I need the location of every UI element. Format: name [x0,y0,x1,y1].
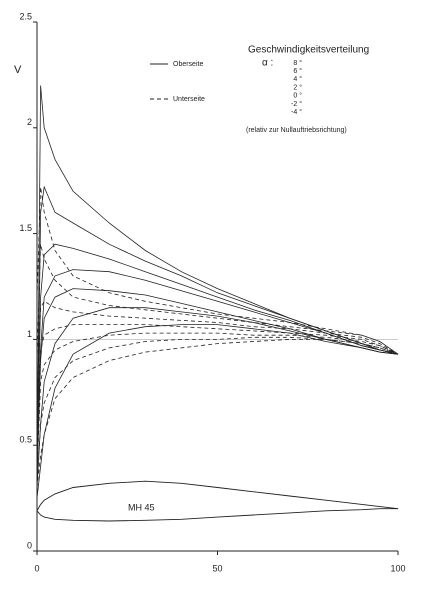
airfoil-label: MH 45 [128,502,155,512]
legend-label: Unterseite [173,96,205,103]
upper-curve [36,269,399,467]
alpha-label: α : [262,58,273,69]
airfoil-upper [36,480,399,512]
upper-curve [36,85,399,488]
y-tick-label: 1 [27,329,32,339]
lower-curve [36,324,399,446]
alpha-value: -4 ° [291,108,302,116]
y-tick-label: 1.5 [19,223,32,233]
chart-title: Geschwindigkeitsverteilung [248,45,369,56]
note: (relativ zur Nullauftriebsrichtung) [246,127,347,134]
lower-curve [36,300,399,403]
alpha-value: 6 ° [293,67,302,75]
y-tick-label: 2.5 [19,11,32,21]
lower-curve [36,336,399,488]
lower-curve [36,244,399,361]
lower-curve [36,332,399,477]
upper-curve [36,324,399,499]
x-tick-label: 50 [212,563,222,573]
legend-label: Oberseite [173,61,203,68]
alpha-value: -2 ° [291,100,302,108]
alpha-value: 2 ° [293,83,302,91]
upper-curve [36,243,399,477]
lower-curve [36,339,399,488]
y-tick-label: 0.5 [19,435,32,445]
x-tick-label: 100 [390,563,405,573]
alpha-value: 8 ° [293,59,302,67]
airfoil-lower [36,508,398,522]
y-tick-label: 2 [27,117,32,127]
alpha-value: 4 ° [293,75,302,83]
y-tick-label: 0 [27,540,32,550]
upper-curve [36,288,399,477]
upper-curve [36,307,399,488]
lower-curve [36,186,399,355]
x-tick-label: 0 [34,563,39,573]
upper-curve [36,185,399,488]
y-axis-label: V [14,64,22,76]
alpha-value: 0 ° [293,92,302,100]
